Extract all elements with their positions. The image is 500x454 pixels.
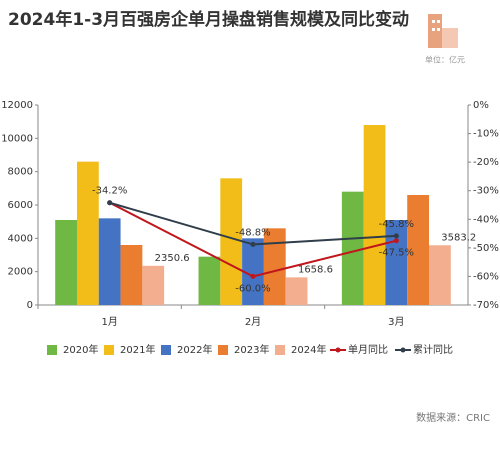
line-point xyxy=(393,238,399,244)
line-value-label: -47.5% xyxy=(379,248,414,259)
y-tick-label: 12000 xyxy=(1,100,33,111)
legend-label: 单月同比 xyxy=(348,344,388,356)
line-value-label: -45.8% xyxy=(379,219,414,230)
x-tick-label: 2月 xyxy=(245,316,261,328)
legend-swatch xyxy=(218,345,228,355)
legend-swatch xyxy=(275,345,285,355)
y2-tick-label: -70% xyxy=(473,300,499,311)
y-tick-label: 6000 xyxy=(8,200,33,211)
legend-swatch xyxy=(400,347,406,353)
bar xyxy=(98,218,121,305)
legend-swatch xyxy=(335,347,341,353)
y2-tick-label: -20% xyxy=(473,157,499,168)
legend-label: 累计同比 xyxy=(413,343,453,356)
y2-tick-label: -50% xyxy=(473,243,499,254)
legend-swatch xyxy=(161,345,171,355)
bar xyxy=(407,195,430,305)
line-value-label: -60.0% xyxy=(235,283,270,294)
x-tick-label: 3月 xyxy=(388,316,404,328)
y-tick-label: 4000 xyxy=(8,233,33,244)
bar xyxy=(76,161,99,305)
y2-tick-label: -30% xyxy=(473,186,499,197)
unit-icon xyxy=(428,14,458,48)
y2-tick-label: -40% xyxy=(473,214,499,225)
bar xyxy=(142,265,165,305)
y-tick-label: 10000 xyxy=(1,133,33,144)
y-tick-label: 8000 xyxy=(8,167,33,178)
legend-swatch xyxy=(104,345,114,355)
legend-swatch xyxy=(47,345,57,355)
bar xyxy=(55,220,77,305)
bar xyxy=(198,256,221,305)
bar xyxy=(263,228,286,305)
line-point xyxy=(250,273,256,279)
line-value-label: -48.8% xyxy=(235,227,270,238)
source-note: 数据来源：CRIC xyxy=(416,411,490,424)
bar xyxy=(429,245,451,305)
x-tick-label: 1月 xyxy=(101,316,117,328)
bar xyxy=(363,125,386,305)
y2-tick-label: -60% xyxy=(473,271,499,282)
legend-label: 2021年 xyxy=(120,343,155,356)
legend-label: 2020年 xyxy=(63,343,98,356)
y2-tick-label: 0% xyxy=(473,100,489,111)
line-point xyxy=(250,241,256,247)
line-point xyxy=(393,233,399,239)
bar xyxy=(285,277,308,305)
line-point xyxy=(107,200,113,206)
chart-title: 2024年1-3月百强房企单月操盘销售规模及同比变动 xyxy=(8,9,409,30)
bar-value-label: 2350.6 xyxy=(155,253,190,264)
legend-label: 2022年 xyxy=(177,343,212,356)
bar-value-label: 1658.6 xyxy=(298,264,333,275)
y2-tick-label: -10% xyxy=(473,129,499,140)
legend-label: 2023年 xyxy=(234,343,269,356)
y-tick-label: 2000 xyxy=(8,267,33,278)
y-tick-label: 0 xyxy=(27,300,33,311)
unit-label: 单位：亿元 xyxy=(425,55,465,65)
bar xyxy=(341,191,364,305)
bar xyxy=(120,245,143,305)
bar xyxy=(385,220,408,305)
bar-value-label: 3583.2 xyxy=(441,232,476,243)
bar xyxy=(242,238,264,305)
bar xyxy=(220,178,243,305)
line-value-label: -34.2% xyxy=(92,186,127,197)
legend-label: 2024年 xyxy=(291,343,326,356)
